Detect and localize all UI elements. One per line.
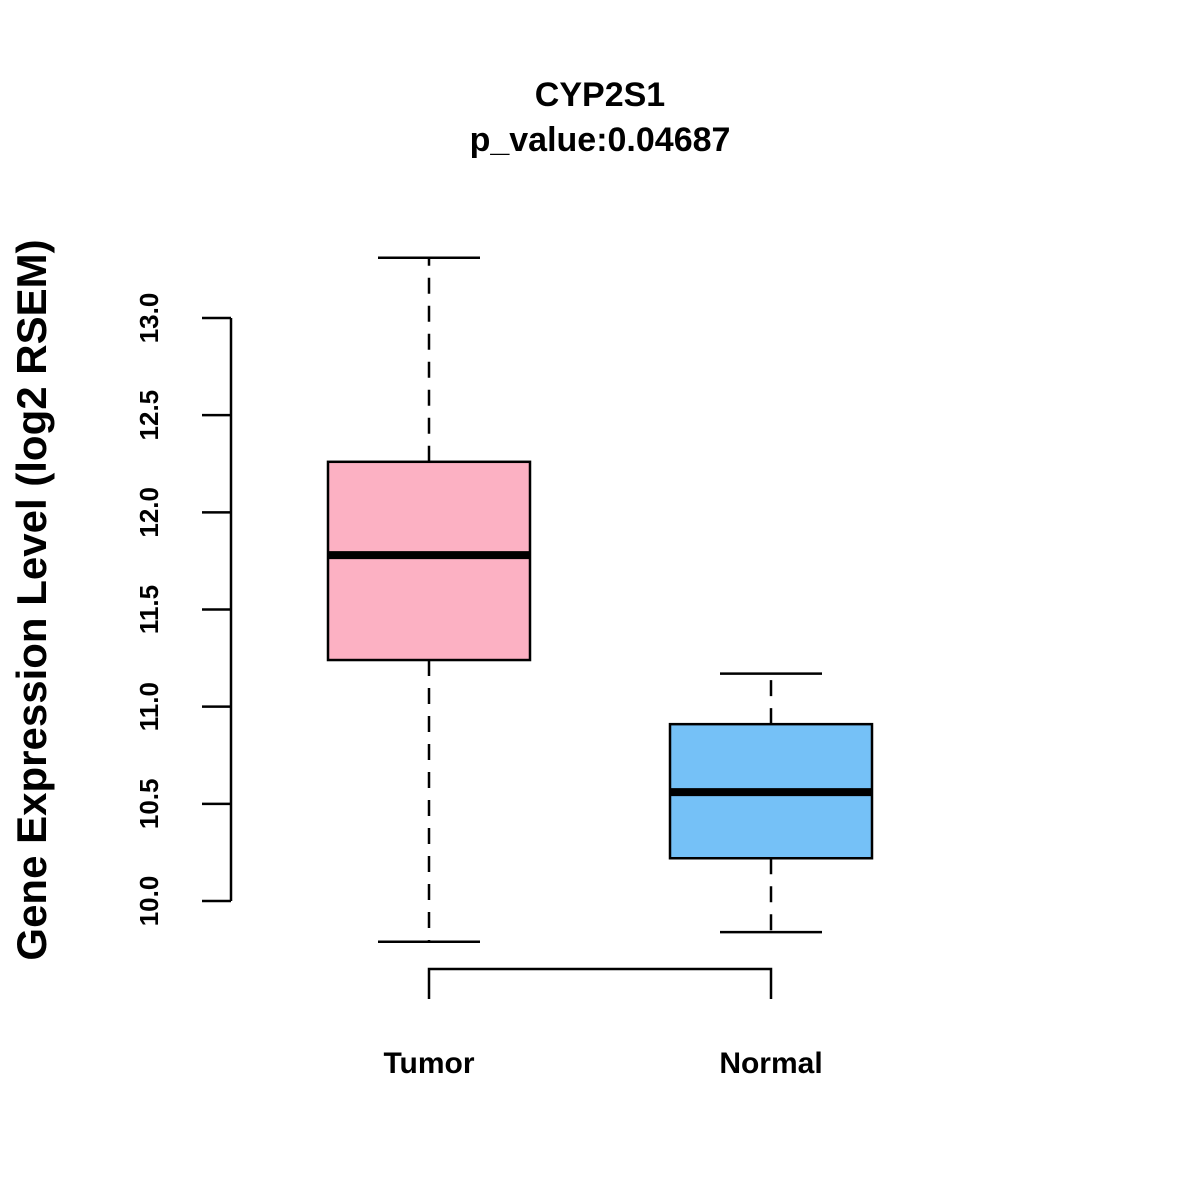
box-tumor	[326, 256, 532, 944]
category-label-normal: Normal	[719, 1047, 822, 1080]
y-axis-label: Gene Expression Level (log2 RSEM)	[8, 239, 55, 960]
y-tick-label: 10.5	[134, 779, 164, 830]
box-normal	[668, 672, 874, 934]
category-labels: Tumor Normal	[383, 1047, 822, 1080]
y-tick-label: 11.5	[134, 585, 164, 634]
y-tick-label: 12.0	[134, 487, 164, 538]
y-tick-label: 13.0	[134, 293, 164, 344]
comparison-bracket	[427, 967, 773, 999]
boxes-layer	[326, 256, 874, 944]
tumor-iqr-box	[326, 460, 532, 662]
y-tick-label: 12.5	[134, 390, 164, 441]
y-axis: 10.0 10.5 11.0 11.5 12.0 12.5 13.0	[134, 293, 233, 927]
chart-subtitle: p_value:0.04687	[470, 121, 731, 159]
chart-title: CYP2S1	[535, 76, 665, 114]
y-tick-label: 10.0	[134, 876, 164, 927]
category-label-tumor: Tumor	[383, 1047, 474, 1080]
y-tick-label: 11.0	[134, 682, 164, 731]
comparison-bracket-layer	[427, 967, 773, 999]
